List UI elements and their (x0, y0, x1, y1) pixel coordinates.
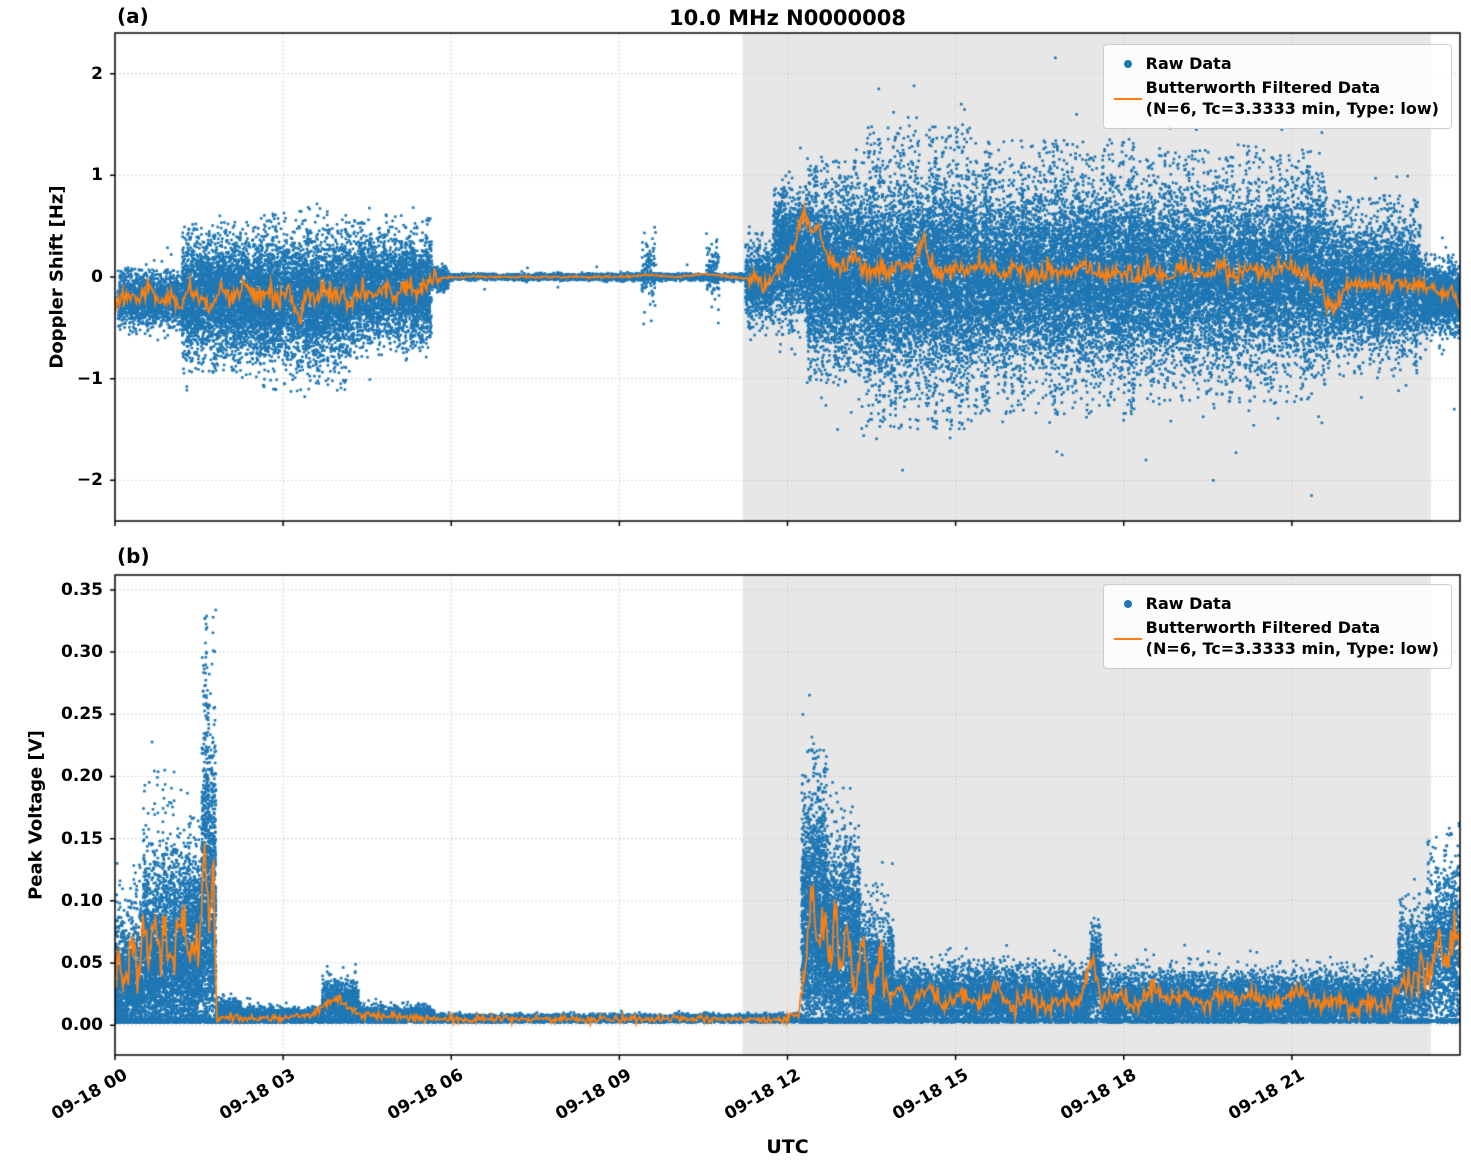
x-axis-label: UTC (766, 1136, 809, 1158)
legend-filtered-label-line2: (N=6, Tc=3.3333 min, Type: low) (1145, 638, 1439, 658)
legend-filtered-label: Butterworth Filtered Data (N=6, Tc=3.333… (1146, 618, 1439, 660)
legend-raw-label: Raw Data (1145, 54, 1232, 73)
y-tick-label: 0 (91, 267, 103, 287)
chart-title: 10.0 MHz N0000008 (669, 6, 906, 30)
panel-b-y-axis-label: Peak Voltage [V] (25, 730, 47, 900)
y-tick-label: 0.10 (61, 890, 103, 911)
legend-panel-a: Raw Data Butterworth Filtered Data (N=6,… (1102, 44, 1452, 130)
legend-raw-label: Raw Data (1145, 594, 1232, 613)
filtered-line-icon (1110, 97, 1146, 100)
raw-data-dot-icon (1110, 600, 1146, 609)
legend-filtered-label-line1: Butterworth Filtered Data (1145, 617, 1381, 637)
y-tick-label: 1 (91, 165, 103, 186)
y-tick-label: 0.05 (61, 952, 103, 973)
panel-b-label: (b) (117, 544, 150, 568)
legend-entry-filtered: Butterworth Filtered Data (N=6, Tc=3.333… (1110, 618, 1439, 660)
y-tick-label: −1 (76, 368, 103, 389)
raw-data-dot-icon (1110, 60, 1146, 69)
legend-entry-raw: Raw Data (1110, 54, 1439, 75)
legend-entry-raw: Raw Data (1110, 594, 1439, 615)
legend-entry-filtered: Butterworth Filtered Data (N=6, Tc=3.333… (1110, 78, 1439, 120)
legend-filtered-label: Butterworth Filtered Data (N=6, Tc=3.333… (1146, 78, 1439, 120)
y-tick-label: 0.30 (61, 642, 103, 663)
y-tick-label: 0.25 (61, 704, 103, 725)
panel-a-label: (a) (117, 4, 149, 28)
legend-panel-b: Raw Data Butterworth Filtered Data (N=6,… (1102, 584, 1452, 670)
legend-filtered-label-line1: Butterworth Filtered Data (1145, 77, 1381, 97)
y-tick-label: 0.15 (61, 828, 103, 849)
y-tick-label: 0.00 (61, 1015, 103, 1036)
y-tick-label: −2 (76, 470, 103, 491)
filtered-line-icon (1110, 637, 1146, 640)
legend-filtered-label-line2: (N=6, Tc=3.3333 min, Type: low) (1145, 98, 1439, 118)
y-tick-label: 0.20 (61, 766, 103, 787)
y-tick-label: 2 (91, 63, 103, 84)
y-tick-label: 0.35 (61, 579, 103, 600)
